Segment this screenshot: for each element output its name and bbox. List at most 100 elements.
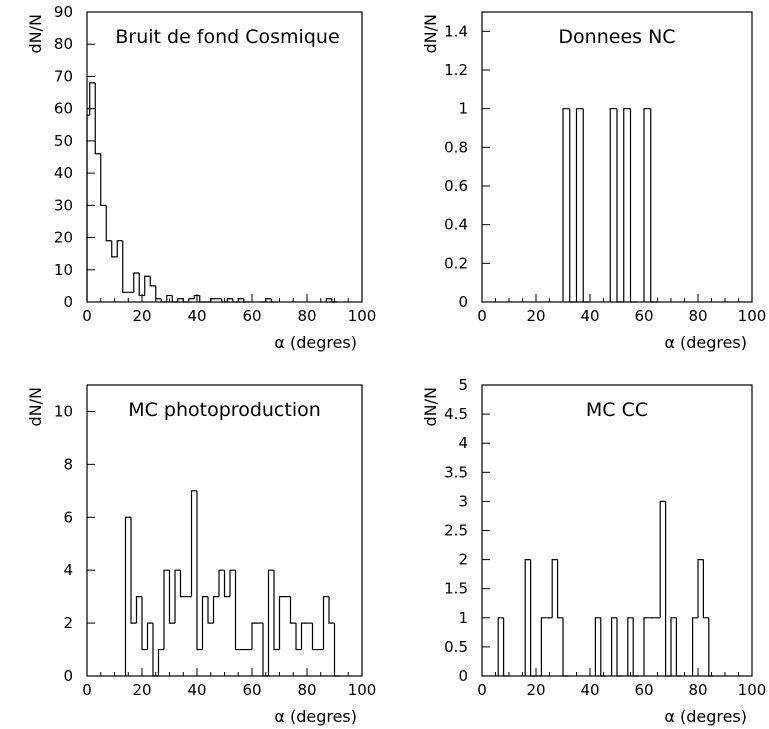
y-tick-label: 1 bbox=[458, 100, 468, 118]
y-tick-label: 0 bbox=[63, 667, 73, 685]
y-tick-label: 1.2 bbox=[444, 61, 468, 79]
y-tick-label: 10 bbox=[54, 402, 73, 420]
histogram-bin bbox=[201, 596, 208, 650]
histogram-bin bbox=[328, 596, 335, 624]
histogram-bin bbox=[311, 623, 318, 651]
histogram-bin bbox=[251, 622, 258, 650]
y-tick-label: 0 bbox=[458, 293, 468, 311]
histogram-bin bbox=[331, 298, 338, 303]
histogram-bin bbox=[582, 108, 590, 303]
histogram-bin bbox=[223, 570, 230, 598]
histogram-bin bbox=[190, 490, 197, 597]
histogram-bin bbox=[199, 295, 206, 303]
x-tick-label: 20 bbox=[132, 681, 151, 699]
histogram-bin bbox=[188, 298, 195, 302]
histogram-bin bbox=[665, 501, 671, 677]
x-tick-label: 100 bbox=[348, 307, 377, 325]
y-tick-label: 0.5 bbox=[444, 638, 468, 656]
histogram-bin bbox=[325, 298, 332, 302]
histogram-bin bbox=[179, 570, 186, 598]
y-tick-label: 0 bbox=[458, 667, 468, 685]
y-axis-title: dN/N bbox=[421, 387, 440, 426]
histogram-bin bbox=[267, 569, 274, 676]
histogram-bin bbox=[575, 108, 584, 302]
histogram-bin bbox=[569, 108, 577, 303]
histogram-bin bbox=[174, 569, 181, 624]
y-tick-label: 2.5 bbox=[444, 522, 468, 540]
y-tick-label: 3.5 bbox=[444, 463, 468, 481]
x-tick-label: 40 bbox=[580, 307, 599, 325]
panel-mc-cc: 0 20 40 60 80 100 0 0.5 1 1.5 2 2.5 3 3.5 4 4.5 5 α (degr… bbox=[421, 376, 766, 726]
x-tick-label: 40 bbox=[187, 681, 206, 699]
histogram-bin bbox=[697, 559, 704, 618]
histogram-bin bbox=[152, 623, 159, 677]
x-tick-label: 0 bbox=[82, 307, 92, 325]
histogram-bin bbox=[105, 205, 112, 242]
panel-title: MC photoproduction bbox=[128, 399, 321, 421]
histogram-bin bbox=[278, 596, 285, 650]
y-tick-label: 0.6 bbox=[444, 177, 468, 195]
x-tick-label: 100 bbox=[738, 307, 767, 325]
histogram-bin bbox=[226, 298, 233, 302]
x-tick-label: 60 bbox=[634, 307, 653, 325]
histogram-bin bbox=[670, 617, 677, 676]
histogram-bin bbox=[497, 617, 504, 676]
histogram-bin bbox=[243, 298, 250, 303]
histogram-bin bbox=[89, 82, 96, 116]
histogram-bin bbox=[177, 298, 184, 302]
x-tick-label: 20 bbox=[526, 307, 545, 325]
histogram-bin bbox=[594, 617, 601, 676]
histogram-bin bbox=[155, 285, 162, 300]
x-tick-label: 20 bbox=[526, 681, 545, 699]
plot-frame bbox=[86, 384, 363, 677]
histogram-bin bbox=[262, 623, 269, 677]
histogram-bin bbox=[650, 108, 658, 303]
histogram-bin bbox=[623, 108, 631, 302]
y-tick-label: 2 bbox=[63, 614, 73, 632]
x-axis-title: α (degres) bbox=[274, 333, 357, 352]
histogram-bin bbox=[141, 596, 148, 651]
histogram-bin bbox=[212, 596, 219, 624]
histogram-bin bbox=[295, 623, 302, 651]
x-tick-label: 60 bbox=[242, 307, 261, 325]
y-axis-title: dN/N bbox=[421, 14, 440, 53]
histogram-bin bbox=[632, 617, 639, 677]
panel-title: Donnees NC bbox=[558, 26, 675, 48]
x-tick-label: 40 bbox=[580, 681, 599, 699]
y-tick-label: 20 bbox=[54, 229, 73, 247]
y-tick-label: 0.2 bbox=[444, 254, 468, 272]
histogram-bin bbox=[629, 108, 638, 303]
histogram-bin bbox=[160, 298, 167, 303]
y-tick-label: 50 bbox=[54, 132, 73, 150]
histogram-bin bbox=[616, 108, 624, 303]
histogram-bin bbox=[133, 272, 140, 293]
panel-cosmic-background: 0 20 40 60 80 100 0 10 20 30 40 50 60 70 80 90 α (degres… bbox=[26, 3, 376, 352]
histogram-bin bbox=[144, 275, 151, 296]
x-tick-label: 60 bbox=[242, 681, 261, 699]
x-axis-title: α (degres) bbox=[664, 333, 747, 352]
histogram-bin bbox=[218, 569, 225, 597]
histogram-bin bbox=[702, 559, 709, 619]
panel-mc-photoproduction: 0 20 40 60 80 100 0 2 4 6 8 10 α (degres) dN/N MC phot… bbox=[26, 384, 376, 726]
histogram-bin bbox=[557, 559, 563, 619]
y-tick-label: 80 bbox=[54, 35, 73, 53]
y-tick-label: 3 bbox=[458, 492, 468, 510]
histogram-bin bbox=[273, 570, 280, 651]
histogram-bin bbox=[530, 559, 536, 677]
histogram-bin bbox=[611, 617, 617, 676]
histogram-bin bbox=[300, 622, 307, 650]
histogram-bin bbox=[157, 648, 164, 676]
histogram-bin bbox=[116, 240, 123, 257]
histogram-bin bbox=[207, 596, 214, 624]
x-tick-label: 100 bbox=[738, 681, 767, 699]
histogram-bin bbox=[234, 570, 241, 651]
y-tick-label: 4 bbox=[63, 561, 73, 579]
histogram-bin bbox=[562, 617, 569, 677]
histogram-bin bbox=[322, 596, 329, 650]
x-tick-label: 60 bbox=[634, 681, 653, 699]
y-tick-label: 4 bbox=[458, 434, 468, 452]
x-tick-label: 0 bbox=[477, 307, 487, 325]
y-tick-label: 90 bbox=[54, 3, 73, 21]
x-tick-label: 0 bbox=[82, 681, 92, 699]
